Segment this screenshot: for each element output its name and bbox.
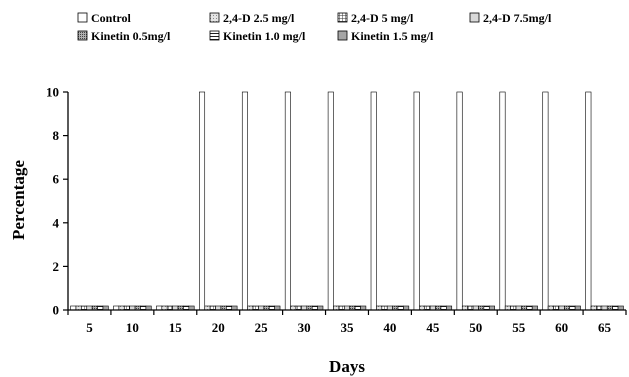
bar-control-65 (585, 91, 592, 311)
y-tick-label: 2 (53, 259, 60, 274)
legend-swatch-2-4-d-2-5-mg-l (209, 12, 220, 23)
bar-control-50 (456, 91, 463, 311)
x-tick-label: 10 (126, 320, 139, 335)
legend-label-kinetin-0-5mg-l: Kinetin 0.5mg/l (91, 29, 171, 43)
x-tick-label: 40 (383, 320, 396, 335)
x-tick-label: 15 (169, 320, 183, 335)
y-axis-label: Percentage (9, 160, 28, 240)
x-tick-label: 65 (598, 320, 612, 335)
bar-control-30 (284, 91, 291, 311)
bar-control-25 (241, 91, 248, 311)
x-tick-label: 20 (212, 320, 225, 335)
x-tick-label: 50 (469, 320, 482, 335)
legend-swatch-2-4-d-7-5mg-l (469, 12, 480, 23)
x-tick-label: 60 (555, 320, 568, 335)
x-axis-label: Days (329, 357, 365, 376)
x-tick-label: 45 (426, 320, 440, 335)
legend-swatch-kinetin-0-5mg-l (77, 30, 88, 41)
legend-swatch-2-4-d-5-mg-l (337, 12, 348, 23)
legend-label-2-4-d-2-5-mg-l: 2,4-D 2.5 mg/l (223, 11, 295, 25)
x-ticks: 5 10 15 20 25 30 35 40 45 50 55 60 65 (67, 310, 627, 335)
legend-label-2-4-d-5-mg-l: 2,4-D 5 mg/l (351, 11, 414, 25)
x-tick-label: 25 (255, 320, 269, 335)
y-tick-label: 4 (53, 215, 60, 230)
bar-control-55 (499, 91, 506, 311)
legend-label-kinetin-1-5-mg-l: Kinetin 1.5 mg/l (351, 29, 434, 43)
x-tick-label: 55 (512, 320, 526, 335)
legend: Control 2,4-D 2.5 mg/l 2,4-D 5 mg/l 2,4-D 7… (77, 11, 552, 43)
legend-swatch-kinetin-1-0-mg-l (209, 30, 220, 41)
y-tick-label: 0 (53, 303, 60, 318)
legend-swatch-kinetin-1-5-mg-l (337, 30, 348, 41)
y-tick-label: 8 (53, 128, 60, 143)
y-ticks: 0 2 4 6 8 10 (46, 85, 68, 318)
y-tick-label: 6 (53, 172, 60, 187)
bar-control-45 (413, 91, 420, 311)
bar-control-20 (199, 91, 206, 311)
legend-label-kinetin-1-0-mg-l: Kinetin 1.0 mg/l (223, 29, 306, 43)
plot-area: 0 2 4 6 8 10 5 10 15 20 25 30 35 40 45 50 55 60 65 (46, 85, 627, 335)
x-tick-label: 5 (86, 320, 93, 335)
bar-control-60 (542, 91, 549, 311)
bar-control-35 (327, 91, 334, 311)
x-tick-label: 35 (341, 320, 355, 335)
x-tick-label: 30 (298, 320, 311, 335)
bars-group (70, 91, 624, 311)
bar-control-40 (370, 91, 377, 311)
legend-label-control: Control (91, 11, 131, 25)
legend-swatch-control (77, 12, 88, 23)
y-tick-label: 10 (46, 85, 59, 100)
legend-label-2-4-d-7-5mg-l: 2,4-D 7.5mg/l (483, 11, 552, 25)
